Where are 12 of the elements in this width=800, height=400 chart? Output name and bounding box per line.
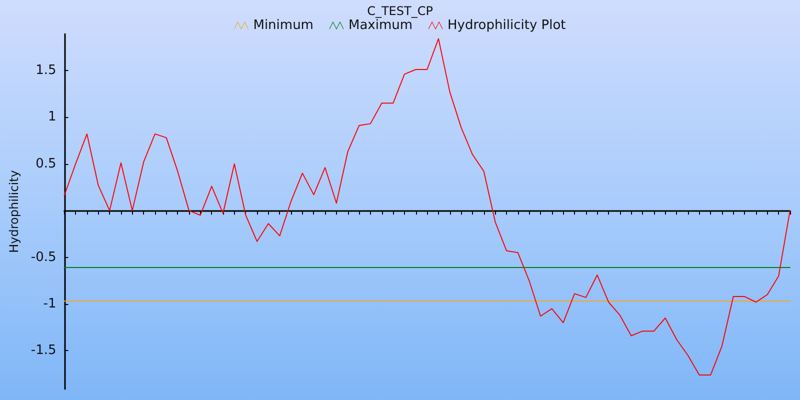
legend-label: Maximum <box>348 18 413 33</box>
line-series <box>64 38 790 376</box>
y-tick-label: 1 <box>48 110 56 125</box>
y-tick-label: -0.5 <box>30 250 56 265</box>
y-tick-label: -1 <box>43 296 56 312</box>
y-tick-label: 1.5 <box>36 62 56 78</box>
legend-label: Minimum <box>253 18 314 33</box>
legend-label: Hydrophilicity Plot <box>448 18 566 33</box>
y-axis-title: Hydrophilicity <box>7 170 21 253</box>
y-tick-label: 0.5 <box>36 156 56 172</box>
chart-title: C_TEST_CP <box>367 4 433 18</box>
y-tick-label: -1.5 <box>30 343 56 358</box>
